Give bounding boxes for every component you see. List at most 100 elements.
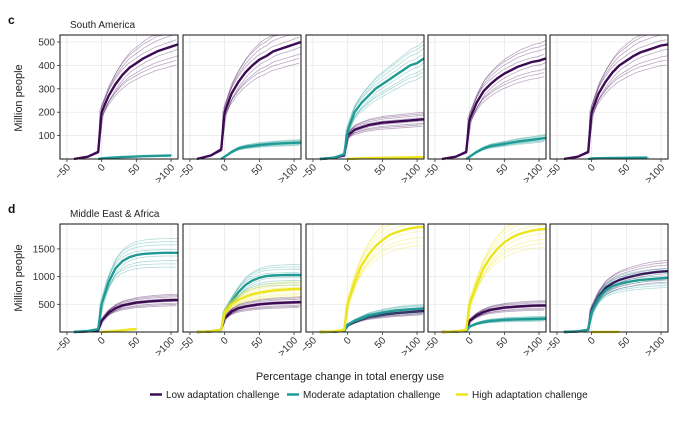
series-line bbox=[98, 154, 172, 161]
series-ensemble-line bbox=[563, 267, 669, 333]
facet-plot: −50 0 50 >100 bbox=[299, 34, 425, 186]
x-tick-label: −50 bbox=[421, 335, 441, 355]
x-tick-label: 50 bbox=[373, 162, 389, 178]
x-tick-label: 0 bbox=[342, 335, 354, 347]
series-ensemble-line bbox=[73, 304, 177, 333]
panel-title: South America bbox=[70, 20, 135, 31]
series-ensemble-line bbox=[563, 259, 669, 333]
series-ensemble-line bbox=[563, 287, 667, 333]
series-ensemble-line bbox=[319, 47, 425, 160]
facet-frame bbox=[182, 34, 302, 160]
series-ensemble-line bbox=[73, 249, 177, 333]
series-line bbox=[563, 43, 669, 161]
series-ensemble-line bbox=[319, 126, 423, 160]
facet-frame bbox=[427, 223, 547, 333]
series-ensemble-line bbox=[319, 62, 425, 160]
series-ensemble-line bbox=[319, 54, 423, 160]
series-ensemble-line bbox=[319, 120, 425, 160]
facet-plot: −50 0 50 >100 bbox=[176, 223, 302, 359]
x-tick-label: >100 bbox=[399, 335, 423, 359]
series-ensemble-line bbox=[73, 60, 177, 160]
x-tick-label: −50 bbox=[176, 162, 196, 182]
series-ensemble-line bbox=[319, 114, 425, 160]
x-tick-label: 50 bbox=[617, 162, 633, 178]
x-tick-label: −50 bbox=[543, 335, 563, 355]
series-ensemble-line bbox=[441, 223, 546, 333]
x-tick-label: 50 bbox=[250, 335, 266, 351]
series-line bbox=[441, 57, 547, 161]
series-line bbox=[319, 225, 425, 334]
x-tick-label: >100 bbox=[521, 162, 545, 186]
facet-frame bbox=[305, 34, 425, 160]
series-ensemble-line bbox=[73, 34, 179, 160]
facet-plot: −50 0 50 >100 bbox=[543, 34, 669, 186]
series-ensemble-line bbox=[196, 268, 301, 333]
legend: Low adaptation challenge Moderate adaptat… bbox=[150, 390, 588, 401]
x-tick-label: 50 bbox=[495, 335, 511, 351]
x-tick-label: −50 bbox=[53, 162, 73, 182]
series-ensemble-line bbox=[563, 55, 669, 160]
panel-letter: c bbox=[8, 13, 15, 27]
facet-plot: −50 0 50 >100 bbox=[421, 223, 547, 359]
facet-frame bbox=[59, 34, 179, 160]
x-tick-label: >100 bbox=[643, 335, 667, 359]
legend-label: Low adaptation challenge bbox=[166, 390, 280, 401]
x-tick-label: −50 bbox=[299, 335, 319, 355]
panel-title: Middle East & Africa bbox=[70, 209, 160, 220]
y-axis-label-c: Million people bbox=[13, 64, 25, 131]
series-ensemble-line bbox=[73, 34, 178, 160]
series-line bbox=[73, 43, 179, 161]
series-line bbox=[196, 40, 302, 161]
x-tick-label: −50 bbox=[421, 162, 441, 182]
x-tick-label: 50 bbox=[127, 162, 143, 178]
series-ensemble-line bbox=[73, 39, 177, 160]
x-tick-label: >100 bbox=[153, 335, 177, 359]
series-ensemble-line bbox=[196, 307, 300, 333]
series-line bbox=[73, 251, 178, 334]
x-tick-label: >100 bbox=[399, 162, 423, 186]
series-line bbox=[319, 118, 425, 161]
y-tick-label: 400 bbox=[38, 61, 55, 72]
panel-letter: d bbox=[8, 202, 15, 216]
x-tick-label: −50 bbox=[53, 335, 73, 355]
y-tick-label: 300 bbox=[38, 84, 55, 95]
facet-plot: −50 0 50 >100 bbox=[53, 223, 179, 359]
facet-plot: −50 0 50 >100 bbox=[53, 34, 179, 186]
facet-plot: −50 0 50 >100 bbox=[421, 34, 547, 186]
x-tick-label: >100 bbox=[153, 162, 177, 186]
x-tick-label: 0 bbox=[586, 162, 598, 174]
series-line bbox=[563, 276, 669, 334]
series-ensemble-line bbox=[563, 279, 669, 333]
series-ensemble-line bbox=[319, 72, 423, 160]
series-ensemble-line bbox=[73, 34, 178, 160]
x-tick-label: 0 bbox=[96, 335, 108, 347]
facet-plot: −50 0 50 >100 bbox=[176, 34, 302, 186]
y-axis-label-d: Million people bbox=[13, 244, 25, 311]
series-ensemble-line bbox=[319, 122, 425, 160]
x-tick-label: >100 bbox=[276, 162, 300, 186]
facet-plot: −50 0 50 >100 bbox=[543, 223, 669, 359]
x-tick-label: >100 bbox=[643, 162, 667, 186]
x-tick-label: 0 bbox=[219, 335, 231, 347]
facet-frame bbox=[182, 223, 302, 333]
x-tick-label: >100 bbox=[521, 335, 545, 359]
x-tick-label: 0 bbox=[464, 162, 476, 174]
series-ensemble-line bbox=[441, 223, 546, 333]
facet-frame bbox=[549, 34, 669, 160]
facet-frame bbox=[59, 223, 179, 333]
x-tick-label: 50 bbox=[250, 162, 266, 178]
legend-label: Moderate adaptation challenge bbox=[303, 390, 441, 401]
x-tick-label: −50 bbox=[299, 162, 319, 182]
series-ensemble-line bbox=[441, 223, 546, 333]
series-line bbox=[441, 227, 547, 334]
x-tick-label: 0 bbox=[586, 335, 598, 347]
y-tick-label: 100 bbox=[38, 131, 55, 142]
series-line bbox=[196, 287, 302, 334]
series-ensemble-line bbox=[441, 224, 545, 333]
series-ensemble-line bbox=[73, 305, 177, 333]
series-ensemble-line bbox=[563, 282, 669, 333]
facet-frame bbox=[549, 223, 669, 333]
y-tick-label: 1500 bbox=[33, 244, 56, 255]
